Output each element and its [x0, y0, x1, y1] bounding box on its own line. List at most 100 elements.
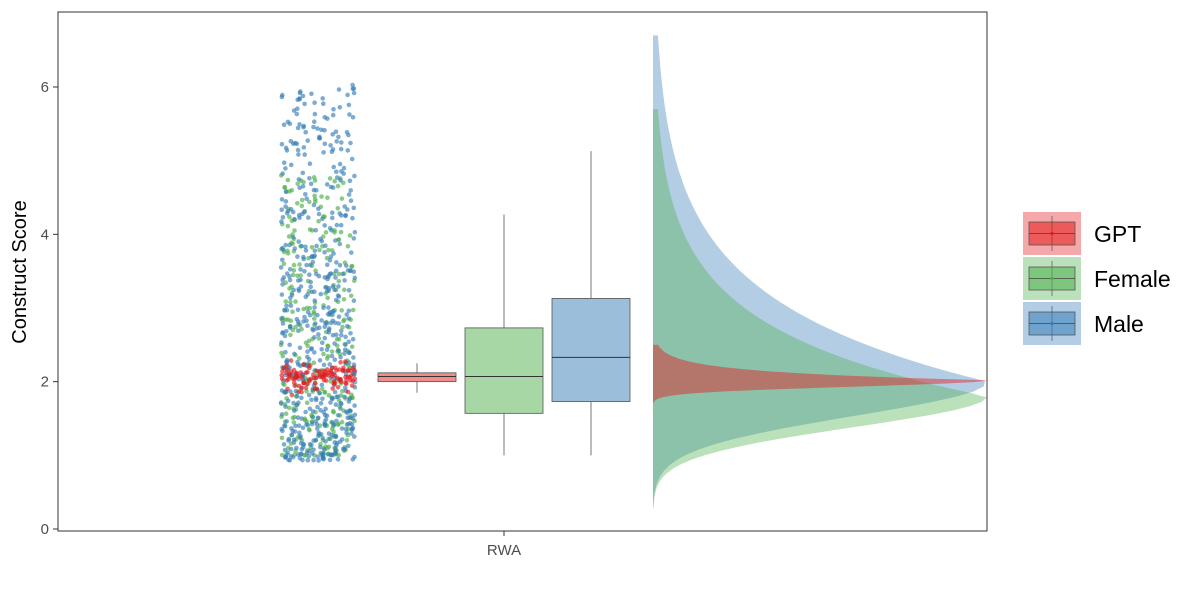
point-male	[283, 404, 288, 409]
point-female	[331, 429, 336, 435]
point-male	[321, 362, 327, 368]
point-gpt	[303, 385, 309, 391]
point-male	[280, 171, 286, 176]
point-male	[284, 359, 289, 365]
point-male	[279, 388, 285, 393]
point-male	[322, 128, 327, 133]
point-male	[312, 298, 318, 303]
point-male	[281, 160, 287, 165]
point-male	[294, 141, 300, 147]
point-gpt	[314, 375, 319, 381]
point-male	[312, 253, 318, 258]
point-gpt	[284, 370, 289, 376]
point-male	[292, 351, 297, 357]
point-male	[327, 362, 333, 367]
point-female	[309, 228, 315, 233]
point-male	[313, 396, 319, 401]
point-male	[324, 321, 330, 326]
point-male	[303, 129, 309, 135]
point-male	[300, 93, 306, 99]
point-male	[296, 177, 302, 182]
point-gpt	[291, 380, 297, 385]
point-female	[323, 230, 329, 235]
point-gpt	[298, 370, 304, 375]
point-male	[285, 398, 291, 404]
point-male	[303, 244, 308, 250]
point-male	[336, 134, 341, 140]
point-female	[349, 263, 355, 269]
point-male	[306, 453, 312, 459]
point-male	[350, 215, 355, 221]
point-male	[339, 140, 344, 145]
point-female	[326, 247, 331, 253]
point-male	[346, 339, 352, 345]
legend-label: Female	[1094, 266, 1171, 292]
point-male	[323, 439, 328, 444]
point-male	[338, 146, 344, 152]
point-female	[288, 332, 293, 338]
point-female	[279, 452, 285, 458]
point-male	[315, 404, 320, 410]
point-female	[283, 411, 289, 417]
point-male	[304, 262, 309, 268]
point-female	[279, 435, 285, 441]
point-female	[281, 261, 287, 267]
point-male	[350, 115, 356, 120]
point-male	[290, 235, 296, 240]
point-male	[348, 268, 353, 274]
point-female	[303, 340, 309, 346]
point-male	[305, 323, 310, 329]
point-male	[330, 210, 335, 215]
point-male	[302, 269, 307, 274]
point-gpt	[330, 374, 335, 379]
point-male	[286, 436, 292, 442]
point-female	[289, 188, 295, 193]
jitter-points	[278, 82, 358, 463]
point-gpt	[294, 374, 300, 380]
point-female	[307, 199, 312, 205]
point-gpt	[338, 360, 343, 365]
point-male	[281, 275, 287, 280]
point-male	[319, 318, 324, 323]
boxplot-male	[551, 151, 631, 456]
point-male	[338, 178, 343, 183]
point-male	[328, 311, 333, 316]
point-gpt	[326, 370, 331, 376]
point-male	[311, 438, 316, 444]
point-gpt	[348, 378, 353, 383]
point-male	[318, 291, 324, 297]
point-female	[330, 408, 336, 414]
point-female	[285, 317, 291, 322]
point-gpt	[308, 363, 313, 368]
density-layer	[653, 35, 987, 509]
point-male	[334, 443, 339, 448]
point-gpt	[313, 381, 318, 386]
box	[464, 327, 544, 414]
point-female	[280, 353, 286, 359]
point-male	[350, 416, 356, 421]
point-male	[330, 147, 336, 152]
point-female	[340, 324, 345, 330]
point-female	[325, 195, 330, 200]
point-female	[286, 234, 292, 239]
point-male	[339, 332, 344, 338]
point-male	[292, 408, 297, 413]
point-male	[318, 401, 324, 406]
point-male	[328, 400, 333, 405]
point-male	[337, 241, 343, 247]
point-male	[281, 122, 287, 128]
point-male	[317, 325, 322, 331]
point-male	[309, 421, 315, 427]
point-male	[283, 454, 288, 460]
point-male	[351, 355, 356, 360]
point-male	[280, 215, 286, 220]
point-male	[310, 326, 315, 332]
legend-point	[1050, 231, 1054, 236]
point-male	[350, 457, 356, 462]
point-female	[304, 400, 310, 406]
point-male	[326, 286, 332, 291]
point-male	[307, 441, 313, 447]
point-male	[311, 447, 316, 453]
point-male	[341, 165, 347, 171]
point-male	[316, 273, 322, 279]
